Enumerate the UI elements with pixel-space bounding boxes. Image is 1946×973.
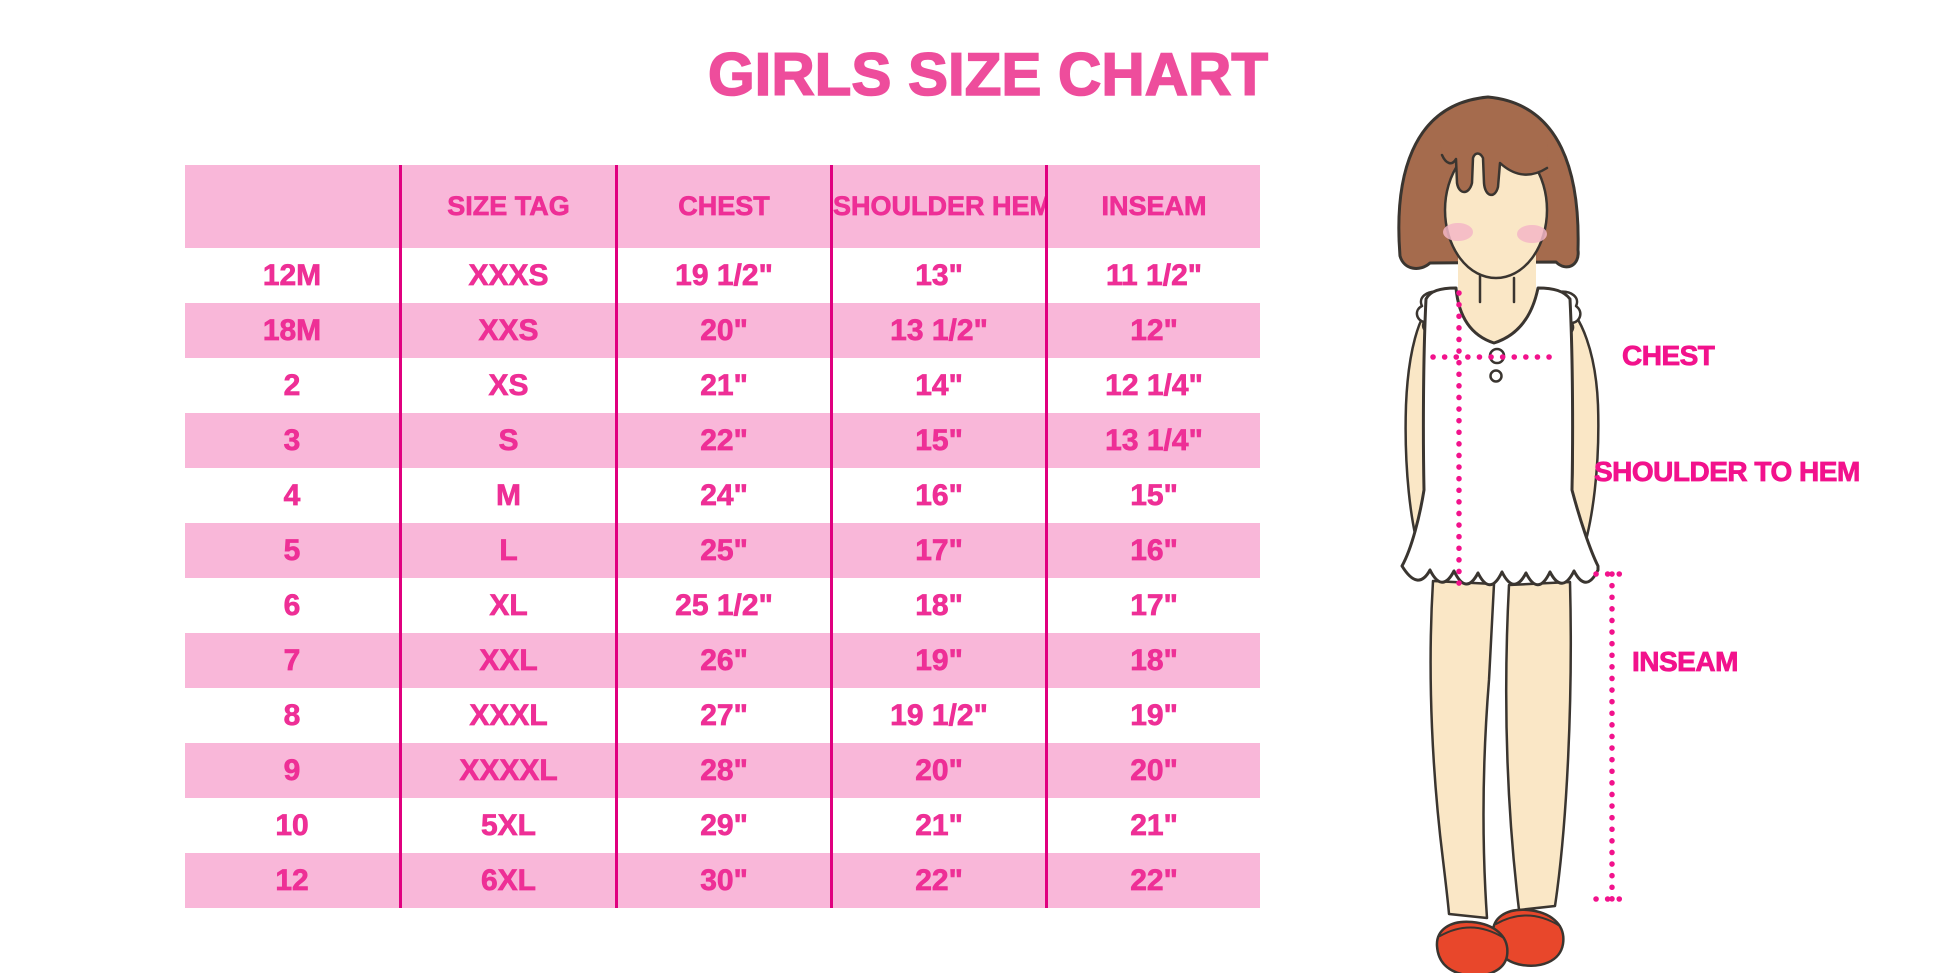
table-cell: 17": [830, 523, 1045, 578]
table-body: 12M XXXS 19 1/2" 13" 11 1/2" 18M XXS 20" 13 1/2"…: [185, 248, 1260, 908]
table-row: 5 L 25" 17" 16": [185, 523, 1260, 578]
table-row: 3 S 22" 15" 13 1/4": [185, 413, 1260, 468]
table-cell: M: [399, 468, 615, 523]
table-cell: 25": [615, 523, 830, 578]
inseam-label: INSEAM: [1632, 646, 1739, 678]
bangs-edge: [1440, 152, 1549, 196]
table-cell: 19": [1045, 688, 1260, 743]
table-cell: 22": [830, 853, 1045, 908]
table-cell: 29": [615, 798, 830, 853]
table-cell: 8: [283, 699, 301, 733]
left-leg: [1429, 579, 1496, 920]
girl-measurement-illustration: [1397, 95, 1631, 973]
table-cell: 21": [830, 798, 1045, 853]
table-cell: 20": [1045, 743, 1260, 798]
blush-right: [1517, 225, 1547, 243]
table-cell: 19 1/2": [615, 248, 830, 303]
table-row: 18M XXS 20" 13 1/2" 12": [185, 303, 1260, 358]
table-cell: 9: [283, 754, 301, 788]
table-cell: 13": [830, 248, 1045, 303]
page-title: GIRLS SIZE CHART: [707, 40, 1269, 109]
table-cell: L: [399, 523, 615, 578]
table-cell: 5: [283, 534, 301, 568]
table-cell: 12: [275, 864, 309, 898]
right-leg: [1504, 580, 1573, 912]
button-bottom: [1489, 369, 1503, 383]
table-cell: 4: [283, 479, 301, 513]
table-cell: XXXL: [399, 688, 615, 743]
table-cell: XL: [399, 578, 615, 633]
table-cell: 17": [1045, 578, 1260, 633]
table-cell: 2: [283, 369, 301, 403]
table-cell: S: [399, 413, 615, 468]
table-cell: 21": [1045, 798, 1260, 853]
table-cell: 18": [830, 578, 1045, 633]
table-cell: 13 1/4": [1045, 413, 1260, 468]
table-row: 2 XS 21" 14" 12 1/4": [185, 358, 1260, 413]
table-row: 7 XXL 26" 19" 18": [185, 633, 1260, 688]
table-cell: 21": [615, 358, 830, 413]
table-cell: 18M: [262, 314, 322, 348]
measurement-dotted-lines: [1430, 290, 1631, 902]
table-cell: 20": [615, 303, 830, 358]
table-cell: 15": [830, 413, 1045, 468]
blush-left: [1443, 223, 1473, 241]
table-cell: XXXXL: [399, 743, 615, 798]
table-cell: 22": [615, 413, 830, 468]
column-header-shoulder-hem: SHOULDER HEM: [830, 165, 1045, 248]
table-row: 6 XL 25 1/2" 18" 17": [185, 578, 1260, 633]
column-header-size-tag: SIZE TAG: [399, 165, 615, 248]
table-cell: 26": [615, 633, 830, 688]
table-cell: XXXS: [399, 248, 615, 303]
table-cell: 25 1/2": [615, 578, 830, 633]
table-cell: 13 1/2": [830, 303, 1045, 358]
table-cell: 22": [1045, 853, 1260, 908]
table-row: 12M XXXS 19 1/2" 13" 11 1/2": [185, 248, 1260, 303]
table-cell: 10: [275, 809, 309, 843]
table-cell: 6XL: [399, 853, 615, 908]
table-cell: 24": [615, 468, 830, 523]
table-cell: 19 1/2": [830, 688, 1045, 743]
table-row: 12 6XL 30" 22" 22": [185, 853, 1260, 908]
column-header-chest: CHEST: [615, 165, 830, 248]
column-header-inseam: INSEAM: [1045, 165, 1260, 248]
table-header-row: SIZE TAG CHEST SHOULDER HEM INSEAM: [185, 165, 1260, 248]
right-shoe: [1491, 908, 1565, 967]
chest-label: CHEST: [1622, 340, 1716, 372]
table-cell: 12": [1045, 303, 1260, 358]
table-cell: XXL: [399, 633, 615, 688]
column-header-size: [185, 165, 399, 248]
table-cell: 19": [830, 633, 1045, 688]
bangs: [1440, 138, 1548, 195]
table-row: 8 XXXL 27" 19 1/2" 19": [185, 688, 1260, 743]
shoulder-to-hem-label: SHOULDER TO HEM: [1594, 456, 1861, 488]
table-row: 9 XXXXL 28" 20" 20": [185, 743, 1260, 798]
table-cell: 20": [830, 743, 1045, 798]
table-cell: 16": [830, 468, 1045, 523]
table-cell: 28": [615, 743, 830, 798]
table-cell: 6: [283, 589, 301, 623]
table-cell: XS: [399, 358, 615, 413]
table-cell: 5XL: [399, 798, 615, 853]
table-row: 4 M 24" 16" 15": [185, 468, 1260, 523]
table-cell: XXS: [399, 303, 615, 358]
table-cell: 15": [1045, 468, 1260, 523]
table-cell: 27": [615, 688, 830, 743]
table-cell: 3: [283, 424, 301, 458]
table-cell: 12 1/4": [1045, 358, 1260, 413]
size-chart-table: SIZE TAG CHEST SHOULDER HEM INSEAM 12M XX…: [185, 165, 1260, 908]
table-cell: 18": [1045, 633, 1260, 688]
table-cell: 16": [1045, 523, 1260, 578]
table-cell: 11 1/2": [1045, 248, 1260, 303]
table-cell: 14": [830, 358, 1045, 413]
dress: [1400, 286, 1600, 587]
table-cell: 7: [283, 644, 301, 678]
table-row: 10 5XL 29" 21" 21": [185, 798, 1260, 853]
table-cell: 12M: [262, 259, 322, 293]
left-shoe: [1435, 920, 1509, 973]
table-cell: 30": [615, 853, 830, 908]
